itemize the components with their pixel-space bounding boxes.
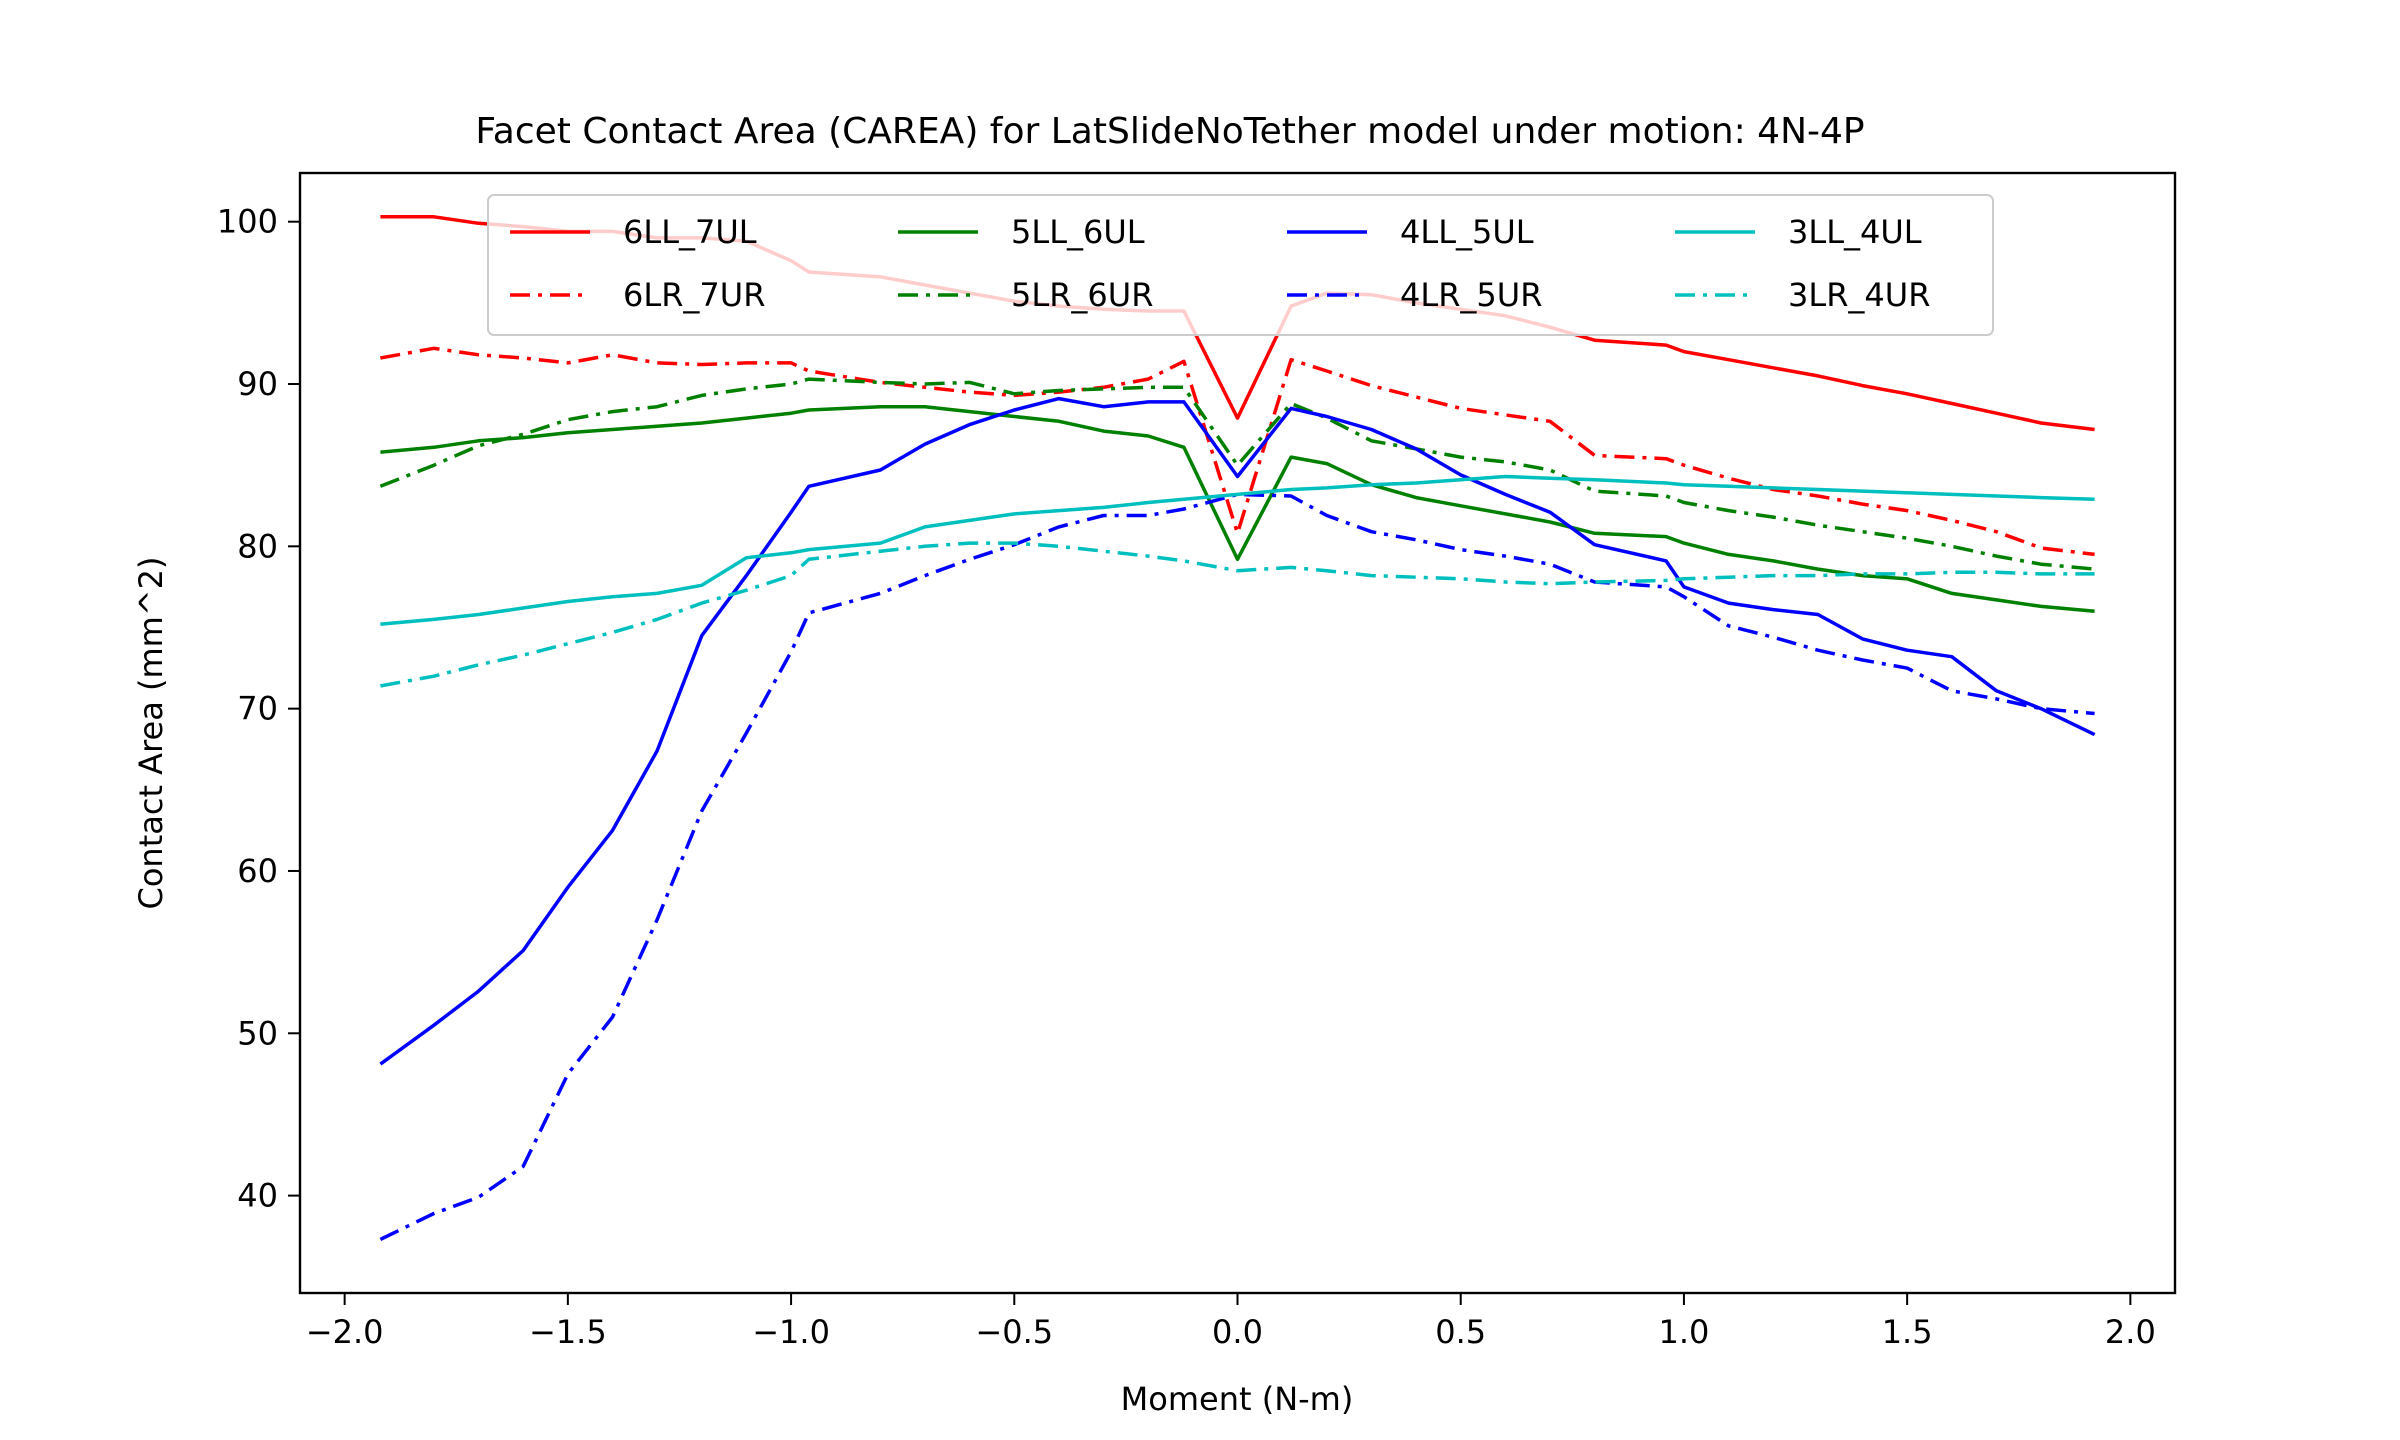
- x-axis: −2.0 −1.5 −1.0 −0.5 0.0 0.5 1.0 1.5 2.0: [306, 1293, 2156, 1351]
- legend-label: 5LL_6UL: [1011, 213, 1145, 251]
- legend-label: 5LR_6UR: [1011, 276, 1153, 314]
- legend-label: 4LL_5UL: [1400, 213, 1534, 251]
- legend-label: 3LR_4UR: [1788, 276, 1930, 314]
- y-tick-label: 40: [237, 1177, 278, 1215]
- series-line-4lr-5ur: [379, 492, 2095, 1241]
- x-tick-label: −1.5: [529, 1313, 607, 1351]
- y-tick-label: 50: [237, 1014, 278, 1052]
- y-tick-label: 60: [237, 852, 278, 890]
- y-tick-label: 100: [217, 203, 278, 241]
- x-axis-label: Moment (N-m): [1121, 1380, 1354, 1418]
- x-tick-label: 1.0: [1658, 1313, 1709, 1351]
- legend-box: [487, 194, 1994, 336]
- x-tick-label: −1.0: [752, 1313, 830, 1351]
- y-axis-label: Contact Area (mm^2): [132, 557, 170, 910]
- y-tick-label: 70: [237, 690, 278, 728]
- series-line-4ll-5ul: [379, 396, 2096, 1066]
- series-line-6lr-7ur: [380, 346, 2095, 557]
- x-tick-label: 0.0: [1212, 1313, 1263, 1351]
- chart-title: Facet Contact Area (CAREA) for LatSlideN…: [475, 111, 1864, 152]
- series-line-5lr-6ur: [379, 377, 2095, 571]
- x-tick-label: 0.5: [1435, 1313, 1486, 1351]
- series-line-5ll-6ul: [380, 404, 2095, 614]
- x-tick-label: 2.0: [2105, 1313, 2156, 1351]
- legend-label: 6LL_7UL: [623, 213, 757, 251]
- series-line-3lr-4ur: [380, 541, 2095, 688]
- legend: 6LL_7UL 6LR_7UR 5LL_6UL 5LR_6UR 4LL_5UL 4LR_5…: [487, 194, 1994, 336]
- series-line-3ll-4ul: [380, 474, 2095, 626]
- legend-label: 4LR_5UR: [1400, 276, 1542, 314]
- x-tick-label: −0.5: [975, 1313, 1053, 1351]
- legend-label: 3LL_4UL: [1788, 213, 1922, 251]
- x-tick-label: −2.0: [306, 1313, 384, 1351]
- y-tick-label: 90: [237, 365, 278, 403]
- y-axis: 40 50 60 70 80 90 100: [217, 203, 300, 1215]
- x-tick-label: 1.5: [1882, 1313, 1933, 1351]
- y-tick-label: 80: [237, 527, 278, 565]
- legend-label: 6LR_7UR: [623, 276, 765, 314]
